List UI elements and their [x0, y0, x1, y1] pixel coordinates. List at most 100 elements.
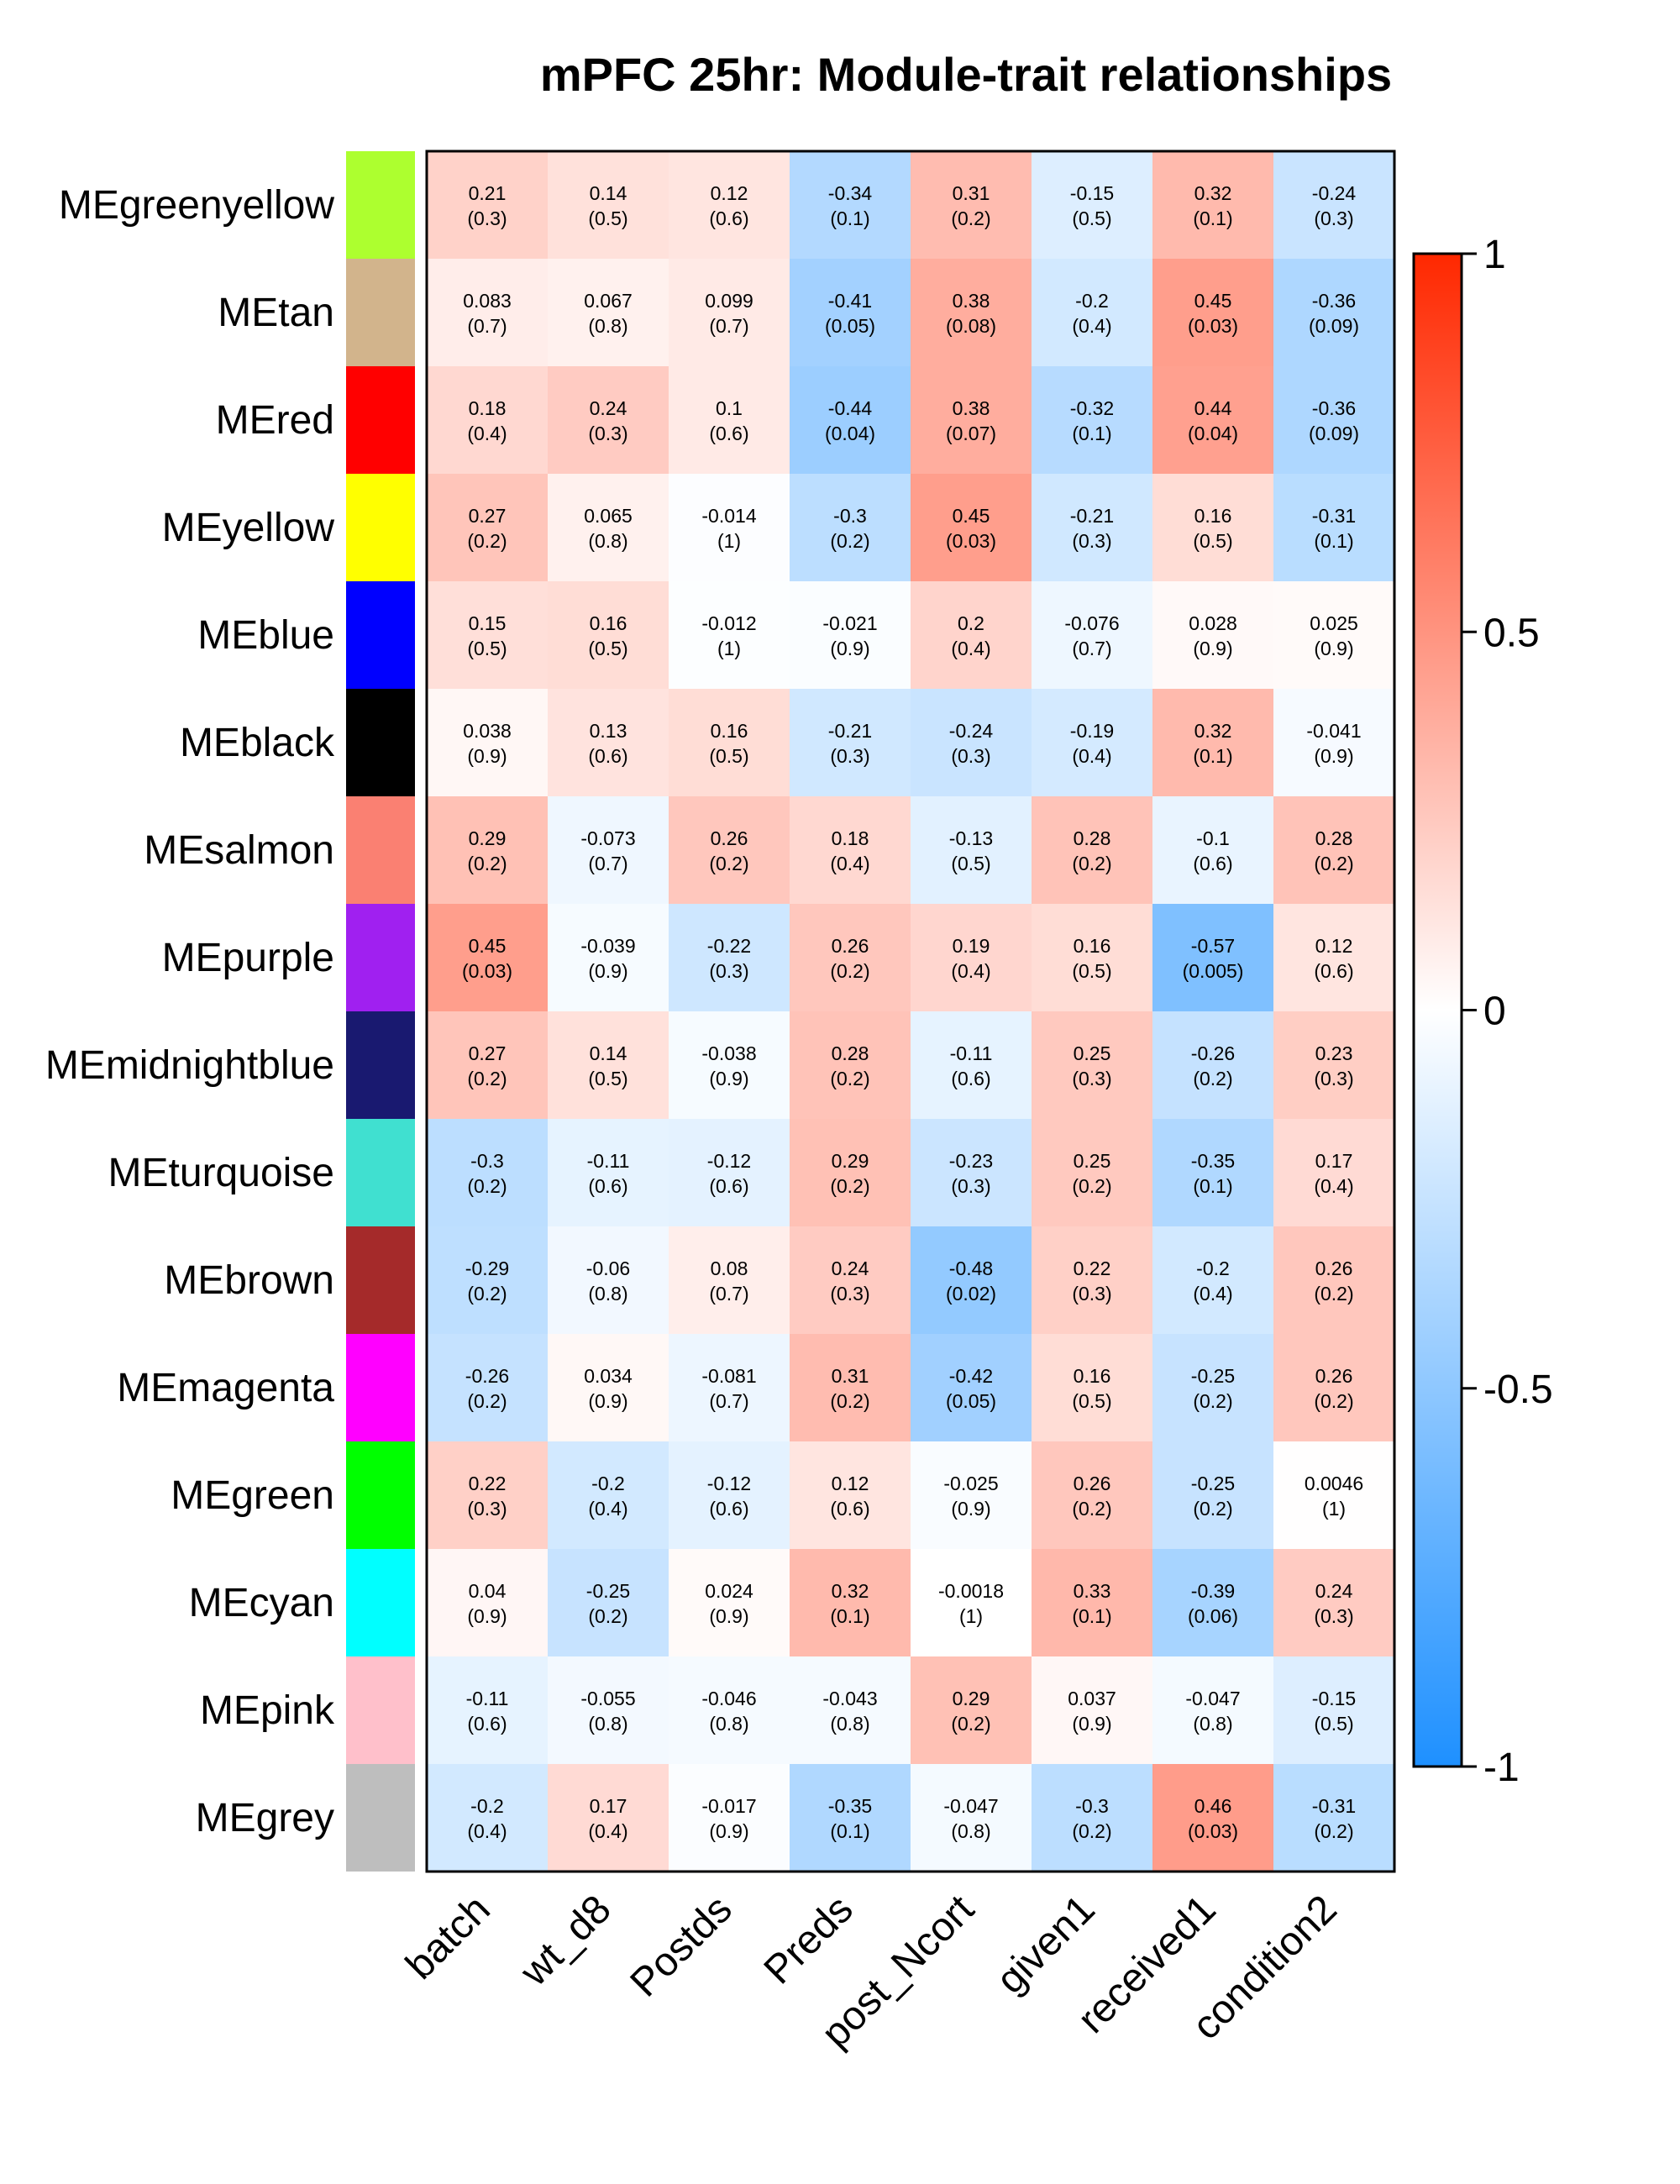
- heatmap-cell: [1032, 1549, 1152, 1656]
- heatmap-cell: [427, 1334, 548, 1441]
- heatmap-cell: [1152, 1764, 1273, 1872]
- cell-pvalue: (0.2): [830, 1068, 869, 1089]
- heatmap-border: [425, 150, 1396, 1873]
- cell-correlation: -0.2: [1075, 290, 1109, 312]
- cell-pvalue: (0.6): [467, 1713, 507, 1735]
- cell-correlation: 0.25: [1074, 1042, 1111, 1064]
- heatmap-cell: [548, 259, 669, 366]
- cell-pvalue: (0.2): [1193, 1390, 1232, 1412]
- heatmap-cell: [669, 1656, 790, 1764]
- module-swatch-MEsalmon: [346, 796, 415, 904]
- cell-correlation: 0.45: [1194, 290, 1232, 312]
- cell-correlation: -0.014: [701, 505, 756, 527]
- cell-pvalue: (0.9): [467, 1605, 507, 1627]
- cell-pvalue: (0.9): [467, 745, 507, 767]
- heatmap-cell: [1273, 474, 1394, 581]
- cell-correlation: 0.12: [711, 182, 748, 204]
- cell-pvalue: (0.3): [1072, 1068, 1111, 1089]
- module-swatch-MEyellow: [346, 474, 415, 581]
- cell-correlation: 0.08: [711, 1257, 748, 1279]
- cell-pvalue: (0.9): [588, 960, 627, 982]
- heatmap-cell: [1032, 1764, 1152, 1872]
- cell-correlation: 0.037: [1068, 1688, 1116, 1709]
- heatmap-cell: [548, 1119, 669, 1226]
- column-label-batch: batch: [397, 1887, 499, 1988]
- cell-correlation: 0.034: [584, 1365, 633, 1387]
- cell-pvalue: (0.9): [709, 1605, 748, 1627]
- cell-correlation: -0.041: [1306, 720, 1361, 742]
- heatmap-cell: [427, 1119, 548, 1226]
- cell-correlation: -0.15: [1070, 182, 1114, 204]
- cell-pvalue: (0.5): [709, 745, 748, 767]
- heatmap-cell: [911, 581, 1032, 689]
- heatmap-cell: [548, 1656, 669, 1764]
- cell-pvalue: (0.3): [1072, 1283, 1111, 1305]
- heatmap-cell: [790, 581, 911, 689]
- cell-pvalue: (0.8): [709, 1713, 748, 1735]
- cell-pvalue: (0.03): [462, 960, 512, 982]
- cell-correlation: -0.42: [949, 1365, 993, 1387]
- heatmap-cell: [669, 1764, 790, 1872]
- cell-correlation: 0.38: [953, 397, 990, 419]
- heatmap-cell: [911, 1334, 1032, 1441]
- cell-correlation: -0.2: [470, 1795, 504, 1817]
- heatmap-cell: [1032, 1011, 1152, 1119]
- heatmap-cell: [427, 689, 548, 796]
- heatmap-cell: [1152, 1119, 1273, 1226]
- cell-pvalue: (0.1): [1193, 207, 1232, 229]
- cell-correlation: -0.11: [587, 1150, 630, 1172]
- cell-correlation: -0.21: [1070, 505, 1114, 527]
- heatmap-cell: [427, 1226, 548, 1334]
- heatmap-cell: [548, 1441, 669, 1549]
- cell-pvalue: (0.02): [946, 1283, 996, 1305]
- cell-pvalue: (0.9): [709, 1068, 748, 1089]
- cell-pvalue: (0.9): [1314, 638, 1353, 659]
- heatmap-cell: [548, 1011, 669, 1119]
- cell-correlation: 0.16: [1194, 505, 1232, 527]
- cell-correlation: 0.083: [463, 290, 512, 312]
- cell-correlation: -0.34: [828, 182, 873, 204]
- heatmap-cell: [669, 1549, 790, 1656]
- cell-correlation: 0.067: [584, 290, 633, 312]
- cell-pvalue: (0.6): [709, 1498, 748, 1520]
- cell-correlation: 0.025: [1310, 612, 1358, 634]
- cell-pvalue: (0.6): [709, 207, 748, 229]
- cell-pvalue: (0.9): [951, 1498, 990, 1520]
- heatmap-cell: [911, 689, 1032, 796]
- row-label: MEmagenta: [117, 1366, 334, 1410]
- module-swatch-MEturquoise: [346, 1119, 415, 1226]
- cell-pvalue: (0.8): [588, 1713, 627, 1735]
- heatmap-cell: [669, 1441, 790, 1549]
- heatmap-cell: [427, 1441, 548, 1549]
- cell-correlation: 0.27: [469, 505, 507, 527]
- heatmap-cell: [790, 474, 911, 581]
- heatmap-cell: [427, 904, 548, 1011]
- heatmap-cell: [669, 1334, 790, 1441]
- heatmap-cell: [1032, 1334, 1152, 1441]
- heatmap-cell: [548, 474, 669, 581]
- cell-correlation: 0.23: [1315, 1042, 1353, 1064]
- heatmap-cell: [427, 796, 548, 904]
- cell-pvalue: (0.7): [709, 1283, 748, 1305]
- cell-pvalue: (0.2): [467, 1390, 507, 1412]
- heatmap-cell: [911, 1011, 1032, 1119]
- cell-pvalue: (0.2): [1314, 853, 1353, 874]
- cell-pvalue: (0.2): [467, 530, 507, 552]
- heatmap-cell: [1273, 366, 1394, 474]
- heatmap-cell: [1152, 1226, 1273, 1334]
- cell-pvalue: (0.9): [830, 638, 869, 659]
- cell-pvalue: (0.3): [467, 1498, 507, 1520]
- cell-correlation: -0.32: [1070, 397, 1114, 419]
- module-swatch-MEpink: [346, 1656, 415, 1764]
- row-label: MEblack: [180, 721, 335, 765]
- heatmap-cell: [1273, 259, 1394, 366]
- heatmap-cell: [1273, 1226, 1394, 1334]
- cell-pvalue: (0.005): [1183, 960, 1244, 982]
- row-label: MEgreenyellow: [59, 183, 334, 228]
- heatmap-cell: [790, 1656, 911, 1764]
- cell-pvalue: (0.4): [467, 1820, 507, 1842]
- heatmap-cell: [911, 1226, 1032, 1334]
- cell-pvalue: (0.3): [830, 1283, 869, 1305]
- cell-correlation: -0.25: [1191, 1365, 1235, 1387]
- cell-pvalue: (0.04): [1188, 423, 1238, 444]
